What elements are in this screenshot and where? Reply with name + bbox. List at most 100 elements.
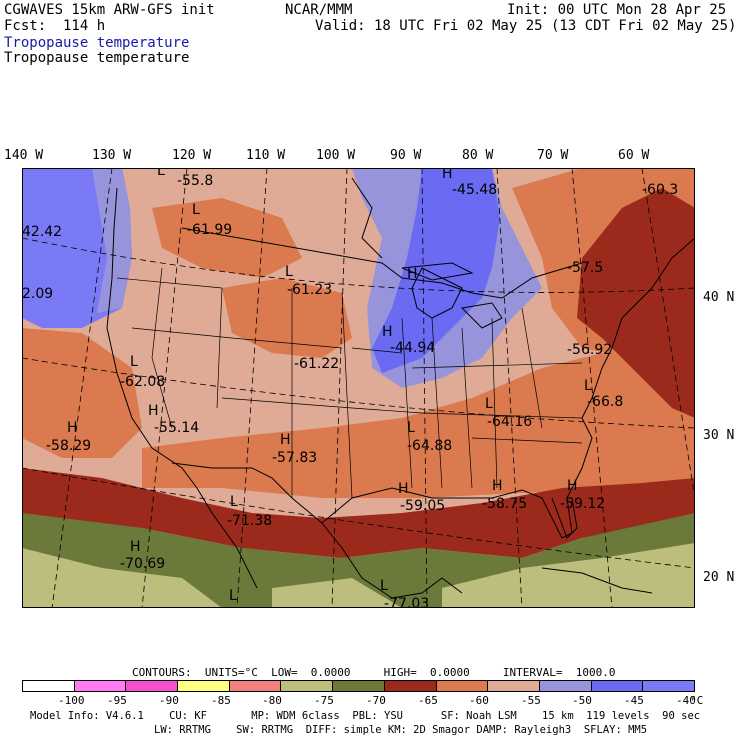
label-value: -61.23	[287, 282, 332, 298]
label-value: -59.05	[400, 498, 445, 514]
colorbar-segment	[539, 681, 592, 691]
lon-line-130w	[51, 168, 113, 608]
lon-line-60w	[641, 168, 695, 499]
lon-label-140w: 140 W	[4, 148, 44, 163]
label-value: -58.75	[482, 496, 527, 512]
colorbar-segment	[178, 681, 230, 691]
label-value: 2.09	[22, 286, 53, 302]
shade-gulf-darkred	[22, 468, 695, 558]
colorbar	[22, 680, 695, 692]
label-mark: L	[229, 588, 237, 604]
label-value: -62.08	[120, 374, 165, 390]
label-mark: H	[567, 478, 578, 494]
center-name: NCAR/MMM	[285, 2, 353, 18]
label-mark: H	[67, 420, 78, 436]
gulf-coast	[321, 237, 695, 539]
lat-label-30n: 30 N	[703, 428, 735, 443]
lon-label-80w: 80 W	[462, 148, 494, 163]
label-value: -56.92	[567, 342, 612, 358]
label-value: -64.16	[487, 414, 532, 430]
label-mark: H	[382, 324, 393, 340]
lon-line-80w	[496, 168, 523, 608]
label-mark: H	[407, 266, 418, 282]
cuba	[541, 567, 653, 594]
lon-label-90w: 90 W	[390, 148, 422, 163]
label-mark: L	[157, 168, 165, 179]
label-mark: L	[485, 396, 493, 412]
florida	[551, 497, 578, 539]
colorbar-segment	[436, 681, 489, 691]
lon-label-130w: 130 W	[92, 148, 132, 163]
tropopause-temperature-map: L -55.8 L -61.99 42.42 2.09 L -61.23 H -…	[22, 168, 695, 608]
west-coast	[106, 187, 258, 589]
shade-west-orange	[22, 328, 142, 458]
lon-label-60w: 60 W	[618, 148, 650, 163]
label-value: -66.8	[587, 394, 623, 410]
colorbar-segment	[23, 681, 75, 691]
us-canada-border	[181, 227, 583, 299]
colorbar-segment	[384, 681, 437, 691]
model-info: Model Info: V4.6.1 CU: KF MP: WDM 6class…	[30, 710, 701, 722]
label-mark: L	[230, 494, 238, 510]
lon-line-90w	[421, 168, 428, 608]
shade-canada-orange	[152, 198, 302, 278]
lat-line-30n	[22, 357, 695, 429]
label-mark: H	[148, 403, 159, 419]
label-mark: L	[380, 578, 388, 594]
coastlines	[106, 177, 695, 599]
colorbar-tick-label: -90	[159, 694, 179, 707]
colorbar-segment	[333, 681, 385, 691]
label-value: -71.38	[227, 513, 272, 529]
lat-line-20n	[22, 467, 695, 569]
colorbar-tick-label: -75	[314, 694, 334, 707]
label-value: -58.29	[46, 438, 91, 454]
lon-label-120w: 120 W	[172, 148, 212, 163]
shade-great-lakes-blue	[372, 168, 500, 373]
label-value: 42.42	[22, 224, 62, 240]
mexico-coast	[321, 522, 463, 599]
contour-info: CONTOURS: UNITS=°C LOW= 0.0000 HIGH= 0.0…	[132, 666, 616, 679]
colorbar-segment	[74, 681, 127, 691]
valid-time: Valid: 18 UTC Fri 02 May 25 (13 CDT Fri …	[315, 18, 737, 34]
graticule	[22, 168, 695, 608]
shade-south-orange	[142, 318, 695, 498]
shade-south-khaki	[22, 548, 222, 608]
shade-caribbean-khaki	[442, 543, 695, 608]
lon-line-110w	[236, 168, 268, 608]
state-borders	[116, 267, 583, 499]
colorbar-tick-label: -80	[262, 694, 282, 707]
colorbar-segment	[488, 681, 540, 691]
label-value: -60.3	[642, 182, 678, 198]
label-value: -55.8	[177, 173, 213, 189]
colorbar-units: °C	[690, 694, 704, 707]
label-value: -57.83	[272, 450, 317, 466]
colorbar-tick-label: -50	[572, 694, 592, 707]
colorbar-tick-label: -100	[58, 694, 85, 707]
great-lakes	[411, 267, 503, 329]
colorbar-tick-label: -70	[366, 694, 386, 707]
label-value: -57.5	[567, 260, 603, 276]
forecast-hour: Fcst: 114 h	[4, 18, 106, 34]
field-title: Tropopause temperature	[4, 50, 190, 66]
label-value: -64.88	[407, 438, 452, 454]
colorbar-segment	[643, 681, 694, 691]
shade-northwest-purple	[92, 168, 132, 313]
label-value: -55.14	[154, 420, 199, 436]
lat-line-40n	[22, 237, 695, 293]
label-mark: L	[192, 202, 200, 218]
pressure-labels: L -55.8 L -61.99 42.42 2.09 L -61.23 H -…	[22, 168, 678, 608]
colorbar-tick-label: -40	[676, 694, 696, 707]
physics-info: LW: RRTMG SW: RRTMG DIFF: simple KM: 2D …	[154, 724, 648, 736]
label-mark: H	[130, 539, 141, 555]
us-mexico-border	[171, 462, 323, 524]
shade-atlantic-darkred	[577, 188, 695, 418]
colorbar-tick-label: -65	[418, 694, 438, 707]
lon-line-100w	[331, 168, 348, 608]
colorbar-tick-label: -55	[521, 694, 541, 707]
lat-label-40n: 40 N	[703, 290, 735, 305]
hudson-bay-coast	[351, 177, 383, 259]
shade-plains-orange	[222, 278, 352, 358]
lon-label-100w: 100 W	[316, 148, 356, 163]
label-value: -61.22	[294, 356, 339, 372]
lake-superior	[401, 262, 474, 281]
